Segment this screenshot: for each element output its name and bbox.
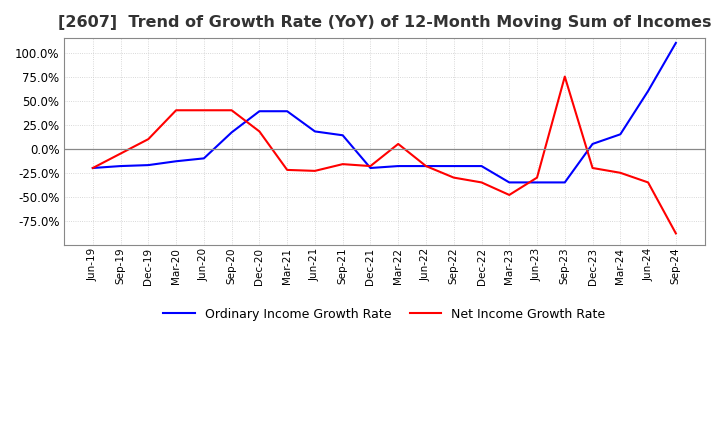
Net Income Growth Rate bbox=[283, 167, 292, 172]
Ordinary Income Growth Rate bbox=[672, 40, 680, 46]
Ordinary Income Growth Rate bbox=[616, 132, 625, 137]
Ordinary Income Growth Rate bbox=[89, 165, 97, 171]
Net Income Growth Rate bbox=[644, 180, 652, 185]
Net Income Growth Rate bbox=[672, 231, 680, 236]
Net Income Growth Rate bbox=[89, 165, 97, 171]
Ordinary Income Growth Rate bbox=[310, 129, 319, 134]
Ordinary Income Growth Rate bbox=[560, 180, 569, 185]
Line: Ordinary Income Growth Rate: Ordinary Income Growth Rate bbox=[93, 43, 676, 183]
Net Income Growth Rate bbox=[199, 108, 208, 113]
Ordinary Income Growth Rate bbox=[116, 163, 125, 169]
Ordinary Income Growth Rate bbox=[644, 88, 652, 94]
Ordinary Income Growth Rate bbox=[144, 162, 153, 168]
Net Income Growth Rate bbox=[255, 129, 264, 134]
Ordinary Income Growth Rate bbox=[338, 132, 347, 138]
Net Income Growth Rate bbox=[366, 163, 375, 169]
Net Income Growth Rate bbox=[449, 175, 458, 180]
Ordinary Income Growth Rate bbox=[422, 163, 431, 169]
Net Income Growth Rate bbox=[394, 141, 402, 147]
Ordinary Income Growth Rate bbox=[228, 130, 236, 135]
Net Income Growth Rate bbox=[505, 192, 513, 198]
Ordinary Income Growth Rate bbox=[477, 163, 486, 169]
Net Income Growth Rate bbox=[338, 161, 347, 167]
Net Income Growth Rate bbox=[144, 136, 153, 142]
Net Income Growth Rate bbox=[116, 151, 125, 156]
Ordinary Income Growth Rate bbox=[588, 141, 597, 147]
Net Income Growth Rate bbox=[172, 108, 181, 113]
Net Income Growth Rate bbox=[616, 170, 625, 176]
Ordinary Income Growth Rate bbox=[172, 158, 181, 164]
Ordinary Income Growth Rate bbox=[366, 165, 375, 171]
Ordinary Income Growth Rate bbox=[533, 180, 541, 185]
Ordinary Income Growth Rate bbox=[449, 163, 458, 169]
Ordinary Income Growth Rate bbox=[394, 163, 402, 169]
Title: [2607]  Trend of Growth Rate (YoY) of 12-Month Moving Sum of Incomes: [2607] Trend of Growth Rate (YoY) of 12-… bbox=[58, 15, 711, 30]
Ordinary Income Growth Rate bbox=[505, 180, 513, 185]
Net Income Growth Rate bbox=[228, 108, 236, 113]
Ordinary Income Growth Rate bbox=[255, 109, 264, 114]
Net Income Growth Rate bbox=[422, 163, 431, 169]
Ordinary Income Growth Rate bbox=[199, 156, 208, 161]
Net Income Growth Rate bbox=[533, 175, 541, 180]
Net Income Growth Rate bbox=[310, 168, 319, 173]
Legend: Ordinary Income Growth Rate, Net Income Growth Rate: Ordinary Income Growth Rate, Net Income … bbox=[158, 303, 611, 326]
Net Income Growth Rate bbox=[560, 74, 569, 79]
Net Income Growth Rate bbox=[477, 180, 486, 185]
Ordinary Income Growth Rate bbox=[283, 109, 292, 114]
Line: Net Income Growth Rate: Net Income Growth Rate bbox=[93, 77, 676, 233]
Net Income Growth Rate bbox=[588, 165, 597, 171]
